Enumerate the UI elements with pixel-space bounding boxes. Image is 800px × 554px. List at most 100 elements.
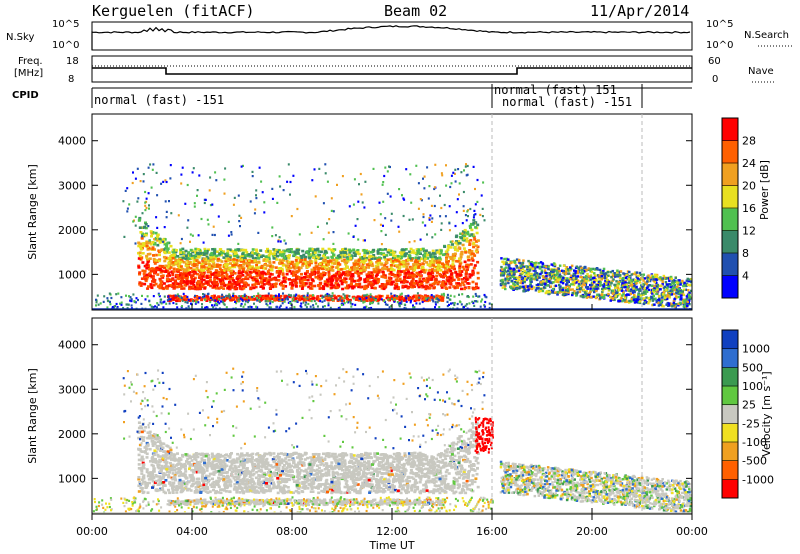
heatmap-cell (558, 273, 562, 276)
heatmap-cell (669, 285, 672, 289)
heatmap-cell (246, 269, 250, 272)
heatmap-cell (232, 203, 235, 206)
heatmap-cell (296, 251, 300, 254)
heatmap-cell (365, 263, 369, 266)
heatmap-cell (474, 187, 476, 191)
heatmap-cell (473, 214, 476, 217)
heatmap-cell (417, 257, 421, 260)
heatmap-cell (251, 278, 255, 281)
heatmap-cell (677, 292, 680, 295)
heatmap-cell (433, 252, 437, 255)
heatmap-cell (414, 256, 418, 259)
heatmap-cell (272, 248, 276, 251)
heatmap-cell (401, 194, 403, 197)
heatmap-cell (473, 238, 477, 241)
heatmap-cell (324, 163, 327, 166)
heatmap-cell (145, 273, 149, 277)
heatmap-cell (391, 297, 393, 301)
heatmap-cell (241, 298, 244, 301)
heatmap-cell (359, 267, 362, 271)
heatmap-cell (278, 261, 281, 265)
heatmap-cell (181, 281, 185, 285)
heatmap-cell (395, 259, 399, 262)
heatmap-cell (161, 264, 165, 268)
heatmap-cell (439, 251, 443, 255)
heatmap-cell (424, 287, 428, 291)
heatmap-cell (341, 302, 344, 305)
heatmap-cell (213, 274, 217, 278)
heatmap-cell (472, 165, 475, 168)
heatmap-cell (393, 256, 397, 260)
heatmap-cell (482, 181, 485, 184)
heatmap-cell (130, 300, 133, 303)
heatmap-cell (523, 279, 527, 282)
heatmap-cell (348, 271, 352, 274)
nave-label: Nave (748, 66, 774, 77)
heatmap-cell (290, 302, 293, 305)
heatmap-cell (689, 278, 693, 281)
heatmap-cell (346, 284, 349, 287)
heatmap-cell (293, 305, 296, 309)
heatmap-cell (365, 305, 368, 308)
heatmap-cell (677, 284, 680, 287)
heatmap-cell (657, 298, 660, 302)
heatmap-cell (323, 280, 327, 283)
heatmap-cell (195, 301, 198, 304)
heatmap-cell (689, 279, 692, 283)
nsearch-tick-top: 10^5 (706, 19, 733, 30)
heatmap-cell (468, 273, 472, 276)
heatmap-cell (539, 289, 542, 293)
heatmap-cell (402, 297, 406, 300)
heatmap-cell (332, 210, 335, 213)
heatmap-cell (603, 294, 606, 297)
heatmap-cell (627, 281, 631, 284)
heatmap-cell (204, 306, 207, 309)
heatmap-cell (282, 256, 286, 260)
heatmap-cell (617, 271, 620, 274)
heatmap-cell (242, 164, 244, 167)
heatmap-cell (310, 231, 313, 234)
heatmap-cell (158, 293, 160, 296)
heatmap-cell (416, 283, 420, 287)
heatmap-cell (158, 295, 161, 298)
heatmap-cell (370, 271, 374, 274)
heatmap-cell (241, 273, 245, 277)
heatmap-cell (237, 282, 241, 286)
heatmap-cell (286, 254, 290, 258)
heatmap-cell (400, 298, 404, 301)
heatmap-cell (521, 272, 524, 275)
heatmap-cell (235, 254, 239, 257)
heatmap-cell (233, 261, 236, 265)
heatmap-cell (526, 268, 529, 271)
heatmap-cell (343, 247, 347, 251)
heatmap-cell (240, 302, 243, 306)
heatmap-cell (456, 302, 459, 306)
heatmap-cell (237, 194, 240, 197)
heatmap-cell (263, 263, 267, 267)
heatmap-cell (241, 285, 245, 288)
heatmap-cell (319, 250, 323, 254)
heatmap-cell (643, 298, 646, 302)
heatmap-cell (359, 269, 363, 272)
heatmap-cell (242, 296, 246, 300)
heatmap-cell (175, 302, 178, 305)
heatmap-cell (688, 297, 691, 301)
heatmap-cell (308, 294, 312, 297)
heatmap-cell (222, 282, 226, 286)
heatmap-cell (169, 258, 173, 261)
heatmap-cell (179, 248, 183, 252)
heatmap-cell (502, 261, 506, 264)
heatmap-cell (212, 265, 216, 268)
heatmap-cell (158, 286, 162, 290)
heatmap-cell (186, 226, 189, 229)
heatmap-cell (217, 287, 221, 290)
heatmap-cell (481, 207, 484, 210)
heatmap-cell (240, 258, 244, 261)
heatmap-cell (418, 296, 421, 299)
heatmap-cell (256, 296, 259, 300)
heatmap-cell (307, 252, 311, 256)
heatmap-cell (462, 209, 465, 212)
heatmap-cell (300, 279, 304, 283)
heatmap-cell (159, 301, 162, 304)
heatmap-cell (601, 283, 604, 287)
